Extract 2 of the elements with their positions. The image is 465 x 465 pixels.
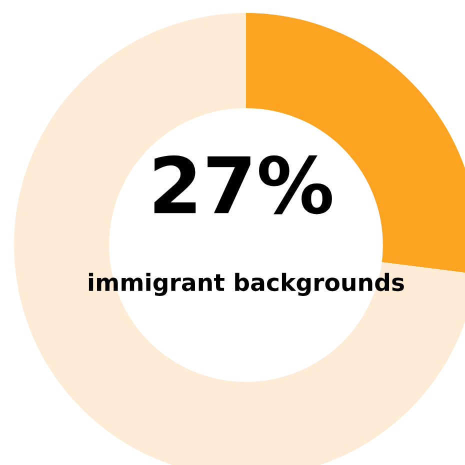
data-label: 27% bbox=[154, 155, 332, 214]
text: immigrant backgrounds bbox=[88, 272, 404, 296]
